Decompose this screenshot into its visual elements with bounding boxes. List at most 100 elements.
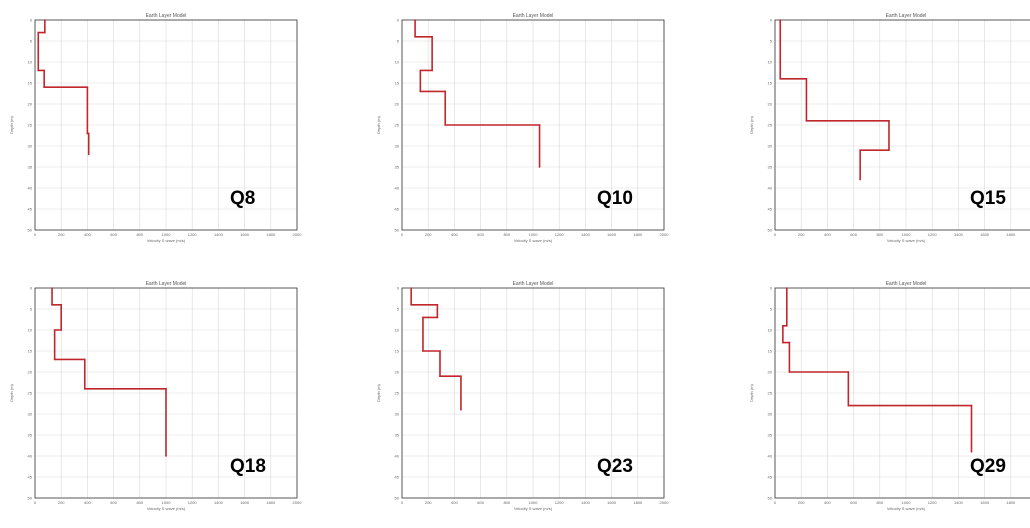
x-tick-label: 1200 <box>188 232 198 237</box>
y-tick-label: 40 <box>28 186 33 191</box>
y-tick-label: 45 <box>768 475 773 480</box>
y-tick-label: 30 <box>395 144 400 149</box>
x-tick-label: 800 <box>503 500 510 505</box>
y-tick-label: 10 <box>395 60 400 65</box>
y-tick-label: 0 <box>770 286 773 291</box>
x-tick-label: 2000 <box>293 500 303 505</box>
chart-title: Earth Layer Model <box>513 13 554 19</box>
y-tick-label: 40 <box>768 454 773 459</box>
profile-point <box>86 86 89 88</box>
panel-label: Q15 <box>970 188 1006 209</box>
profile-point <box>87 153 90 156</box>
x-tick-label: 0 <box>774 232 777 237</box>
profile-point <box>431 69 433 72</box>
chart-title: Earth Layer Model <box>146 13 187 19</box>
y-tick-label: 0 <box>397 286 400 291</box>
profile-point <box>87 132 90 135</box>
plot-frame <box>401 19 665 231</box>
y-tick-label: 40 <box>395 186 400 191</box>
y-tick-label: 0 <box>30 286 33 291</box>
y-tick-label: 50 <box>28 496 33 501</box>
x-tick-label: 400 <box>451 232 458 237</box>
y-tick-label: 40 <box>768 186 773 191</box>
x-tick-label: 1400 <box>214 232 224 237</box>
y-axis-label: Depth (m) <box>9 115 14 133</box>
x-axis-label: Velocity S wave (m/s) <box>887 506 926 511</box>
x-tick-label: 0 <box>34 232 37 237</box>
y-tick-label: 35 <box>395 433 400 438</box>
profile-point <box>779 78 782 80</box>
profile-point <box>538 124 541 126</box>
x-tick-label: 1400 <box>214 500 224 505</box>
chart-panel-q18: Earth Layer Model 0 200 400 600 800 1000 1200 14… <box>5 280 305 528</box>
y-tick-label: 5 <box>397 39 400 44</box>
profile-point <box>83 358 86 361</box>
profile-point <box>805 120 808 122</box>
y-tick-label: 35 <box>28 433 33 438</box>
x-tick-label: 600 <box>850 232 857 237</box>
x-axis-label: Velocity S wave (m/s) <box>514 238 553 243</box>
plot-frame <box>774 19 1030 231</box>
x-tick-label: 200 <box>425 232 432 237</box>
x-tick-label: 1000 <box>162 500 172 505</box>
profile-point <box>53 358 56 361</box>
profile-point <box>422 350 424 352</box>
y-tick-label: 20 <box>28 370 33 375</box>
velocity-profile-line <box>414 20 541 167</box>
panel-label: Q23 <box>597 456 633 477</box>
profile-point <box>782 325 784 327</box>
y-tick-label: 0 <box>397 18 400 23</box>
y-tick-label: 30 <box>768 144 773 149</box>
x-tick-label: 1000 <box>162 232 172 237</box>
y-tick-label: 50 <box>768 496 773 501</box>
y-tick-label: 50 <box>768 228 773 233</box>
y-tick-label: 50 <box>395 496 400 501</box>
profile-point <box>859 178 861 181</box>
profile-point <box>37 31 40 34</box>
x-tick-label: 2000 <box>660 232 670 237</box>
profile-point <box>60 329 62 331</box>
x-tick-label: 1000 <box>529 500 539 505</box>
y-tick-label: 20 <box>28 102 33 107</box>
x-tick-label: 1600 <box>607 500 617 505</box>
profile-point <box>970 404 973 407</box>
y-tick-label: 30 <box>28 144 33 149</box>
panel-label: Q10 <box>597 188 633 209</box>
velocity-profile-line <box>779 20 890 180</box>
profile-point <box>83 388 86 390</box>
profile-point <box>444 124 447 126</box>
x-tick-label: 0 <box>774 500 777 505</box>
panel-label: Q18 <box>230 456 266 477</box>
profile-point <box>538 166 541 168</box>
x-tick-label: 1600 <box>607 232 617 237</box>
x-tick-label: 1000 <box>902 500 912 505</box>
x-tick-label: 1400 <box>581 232 591 237</box>
x-tick-label: 600 <box>850 500 857 505</box>
profile-point <box>788 371 791 373</box>
y-axis-label: Depth (m) <box>9 383 14 401</box>
x-tick-label: 1800 <box>1006 500 1016 505</box>
chart-panel-q10: Earth Layer Model 0 200 400 600 800 1000 1200 14… <box>372 12 672 260</box>
x-tick-label: 200 <box>798 232 805 237</box>
x-tick-label: 600 <box>477 500 484 505</box>
x-tick-label: 1000 <box>902 232 912 237</box>
velocity-profile-line <box>410 288 462 410</box>
y-tick-label: 20 <box>768 370 773 375</box>
profile-point <box>43 86 45 88</box>
profile-point <box>410 287 412 289</box>
x-tick-label: 400 <box>824 500 831 505</box>
y-tick-label: 10 <box>28 328 33 333</box>
y-tick-label: 35 <box>768 165 773 170</box>
y-tick-label: 25 <box>395 123 400 128</box>
velocity-profile-line <box>782 288 973 452</box>
profile-point <box>782 341 784 344</box>
y-tick-label: 25 <box>768 123 773 128</box>
y-tick-label: 25 <box>768 391 773 396</box>
x-tick-label: 800 <box>136 500 143 505</box>
y-tick-label: 25 <box>28 391 33 396</box>
profile-point <box>86 132 89 135</box>
profile-point <box>460 375 462 377</box>
